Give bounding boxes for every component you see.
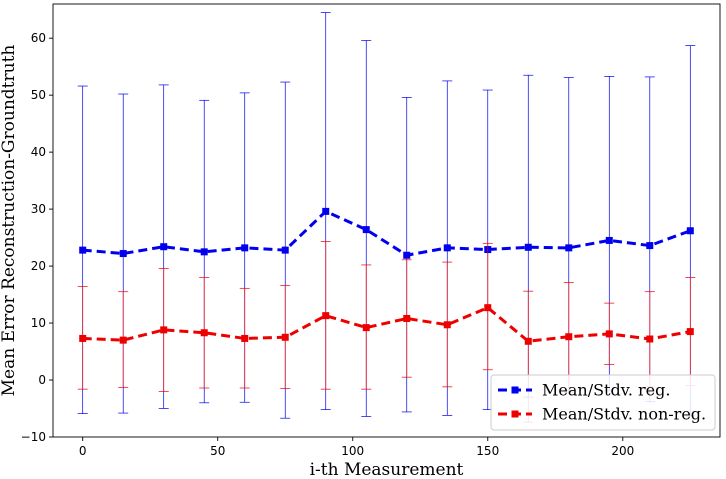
data-point: [241, 244, 249, 252]
data-point: [484, 304, 492, 312]
y-tick-label: −10: [21, 430, 46, 444]
y-tick-label: 40: [31, 145, 46, 159]
data-point: [686, 227, 694, 235]
x-axis-label: i-th Measurement: [310, 460, 464, 479]
data-point: [119, 336, 127, 344]
y-tick-label: 60: [31, 31, 46, 45]
data-point: [200, 248, 208, 256]
data-point: [322, 207, 330, 215]
data-point: [362, 226, 370, 234]
data-point: [362, 324, 370, 332]
data-point: [403, 314, 411, 322]
y-axis-label: Mean Error Reconstruction-Groundtruth: [0, 45, 19, 397]
data-point: [79, 246, 87, 254]
data-point: [281, 333, 289, 341]
x-tick-label: 0: [79, 444, 87, 458]
data-point: [241, 334, 249, 342]
series-layer: [77, 12, 696, 423]
ticks-layer: 0 50 100 150 200 −10 0 10 20 30 40 50 60: [21, 31, 635, 458]
series-0: [77, 12, 696, 419]
legend-item-1: Mean/Stdv. non-reg.: [498, 405, 706, 424]
legend-marker: [511, 386, 519, 394]
legend-marker: [511, 410, 519, 418]
series-1: [77, 241, 696, 423]
x-tick-label: 100: [341, 444, 364, 458]
legend-label: Mean/Stdv. reg.: [542, 381, 670, 400]
data-point: [79, 334, 87, 342]
series-line: [82, 209, 691, 257]
y-tick-label: 30: [31, 202, 46, 216]
data-point: [605, 330, 613, 338]
x-tick-label: 150: [476, 444, 499, 458]
x-tick-label: 50: [210, 444, 225, 458]
data-point: [200, 329, 208, 337]
plot-frame: [52, 3, 721, 438]
data-point: [524, 243, 532, 251]
data-point: [686, 328, 694, 336]
legend-box: [490, 374, 716, 431]
data-point: [605, 236, 613, 244]
data-point: [646, 242, 654, 250]
data-point: [443, 321, 451, 329]
data-point: [403, 251, 411, 259]
legend: Mean/Stdv. reg. Mean/Stdv. non-reg.: [490, 374, 716, 431]
data-point: [160, 243, 168, 251]
y-tick-label: 10: [31, 316, 46, 330]
data-point: [565, 333, 573, 341]
y-tick-label: 50: [31, 88, 46, 102]
data-point: [322, 312, 330, 320]
x-tick-label: 200: [611, 444, 634, 458]
y-tick-label: 0: [38, 373, 46, 387]
data-point: [160, 326, 168, 334]
data-point: [443, 244, 451, 252]
data-point: [119, 250, 127, 258]
series-line: [82, 305, 691, 343]
data-point: [524, 337, 532, 345]
data-point: [565, 244, 573, 252]
y-tick-label: 20: [31, 259, 46, 273]
data-point: [281, 246, 289, 254]
legend-label: Mean/Stdv. non-reg.: [542, 405, 706, 424]
data-point: [646, 335, 654, 343]
legend-item-0: Mean/Stdv. reg.: [498, 381, 670, 400]
